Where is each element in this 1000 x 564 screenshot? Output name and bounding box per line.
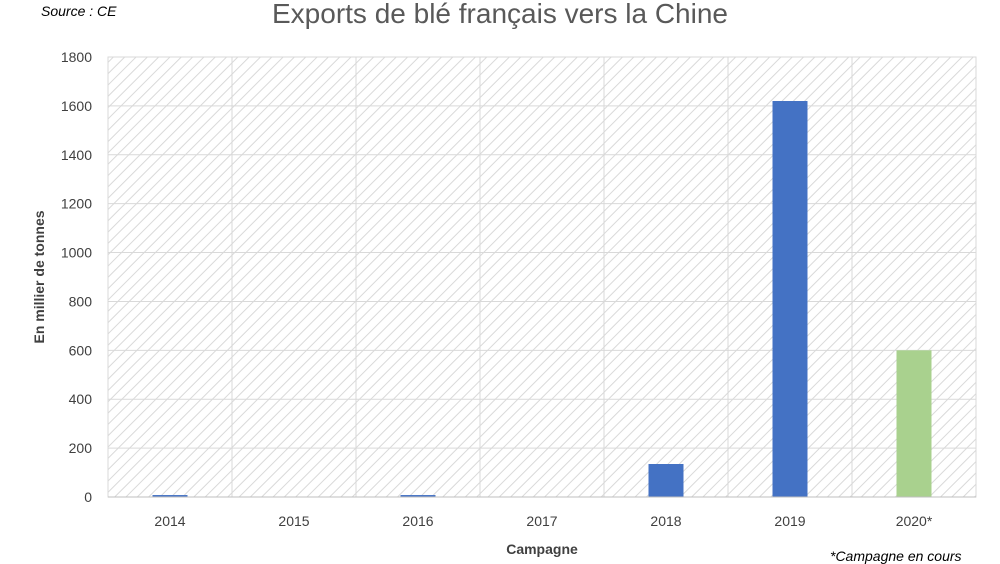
x-tick-label: 2020*: [896, 513, 933, 529]
x-tick-label: 2015: [278, 513, 309, 529]
bar-2014: [152, 495, 188, 497]
y-tick-label: 200: [69, 440, 93, 456]
y-tick-label: 1200: [61, 196, 92, 212]
x-tick-label: 2014: [154, 513, 185, 529]
y-tick-label: 1000: [61, 245, 92, 261]
y-tick-label: 800: [69, 293, 93, 309]
y-tick-label: 400: [69, 391, 93, 407]
y-tick-label: 1800: [61, 49, 92, 65]
x-tick-label: 2016: [402, 513, 433, 529]
y-tick-label: 1400: [61, 147, 92, 163]
y-tick-label: 1600: [61, 98, 92, 114]
y-tick-label: 600: [69, 342, 93, 358]
bar-2019: [772, 101, 808, 497]
plot-background: [107, 56, 977, 498]
bar-2016: [400, 495, 436, 497]
y-axis-label: En millier de tonnes: [31, 210, 47, 343]
bar-2018: [648, 464, 684, 497]
bar-2020: [896, 350, 932, 497]
x-tick-label: 2017: [526, 513, 557, 529]
y-tick-label: 0: [84, 489, 92, 505]
x-tick-label: 2019: [774, 513, 805, 529]
chart-title: Exports de blé français vers la Chine: [272, 0, 728, 29]
source-note: Source : CE: [41, 3, 117, 19]
x-tick-label: 2018: [650, 513, 681, 529]
footnote: *Campagne en cours: [830, 548, 962, 564]
x-axis-label: Campagne: [506, 541, 578, 557]
